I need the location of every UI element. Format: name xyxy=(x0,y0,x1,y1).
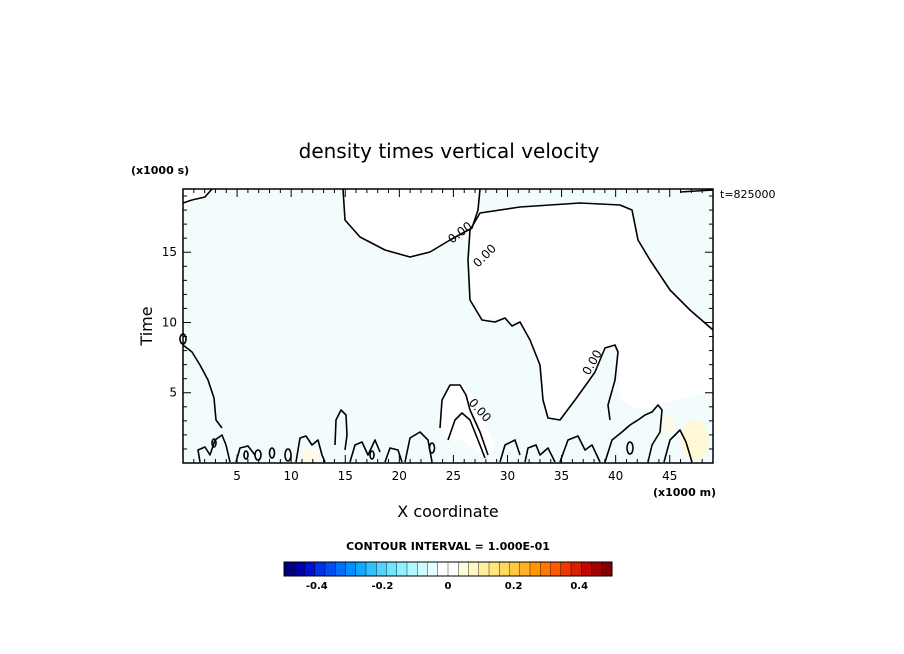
x-tick-label: 35 xyxy=(554,469,569,483)
x-tick-label: 10 xyxy=(284,469,299,483)
colorbar-swatch xyxy=(529,561,541,577)
x-tick-label: 5 xyxy=(233,469,241,483)
colorbar-swatch xyxy=(406,561,418,577)
colorbar-swatch xyxy=(601,561,613,577)
y-units-label: (x1000 s) xyxy=(131,164,189,177)
colorbar-swatch xyxy=(376,561,388,577)
colorbar-swatch xyxy=(550,561,562,577)
colorbar-swatch xyxy=(468,561,480,577)
x-tick-label: 45 xyxy=(662,469,677,483)
colorbar-swatch xyxy=(540,561,552,577)
colorbar-swatch xyxy=(427,561,439,577)
plot-frame xyxy=(182,188,714,464)
y-tick-label: 5 xyxy=(169,386,177,400)
colorbar-swatch xyxy=(283,561,295,577)
x-tick-label: 40 xyxy=(608,469,623,483)
colorbar-swatch xyxy=(509,561,521,577)
colorbar-tick-label: -0.4 xyxy=(306,581,328,592)
colorbar-tick-label: 0.4 xyxy=(570,581,588,592)
colorbar-swatch xyxy=(447,561,459,577)
colorbar-swatch xyxy=(335,561,347,577)
y-axis-label: Time xyxy=(137,306,156,346)
colorbar-swatch xyxy=(314,561,326,577)
y-tick-labels: 5 10 15 xyxy=(162,245,177,400)
colorbar-swatch xyxy=(324,561,336,577)
x-tick-labels: 5 10 15 20 25 30 35 40 45 xyxy=(233,469,677,483)
colorbar-swatch xyxy=(519,561,531,577)
colorbar-tick-label: 0.2 xyxy=(505,581,523,592)
x-units-label: (x1000 m) xyxy=(653,486,716,499)
x-tick-label: 15 xyxy=(338,469,353,483)
colorbar-frame xyxy=(283,561,613,577)
colorbar-tick-label: 0 xyxy=(445,581,452,592)
colorbar-swatch xyxy=(591,561,603,577)
colorbar-swatch xyxy=(458,561,470,577)
x-tick-label: 20 xyxy=(392,469,407,483)
colorbar-swatch xyxy=(386,561,398,577)
y-tick-label: 10 xyxy=(162,315,177,329)
colorbar-swatch xyxy=(355,561,367,577)
timestamp-label: t=825000 xyxy=(720,188,776,201)
colorbar-swatch xyxy=(417,561,429,577)
colorbar-swatch xyxy=(396,561,408,577)
contour-interval-label: CONTOUR INTERVAL = 1.000E-01 xyxy=(346,540,550,553)
x-tick-label: 30 xyxy=(500,469,515,483)
colorbar-tick-label: -0.2 xyxy=(371,581,393,592)
colorbar-swatch xyxy=(345,561,357,577)
x-axis-label: X coordinate xyxy=(397,502,498,521)
colorbar-swatch xyxy=(304,561,316,577)
colorbar-swatch xyxy=(499,561,511,577)
colorbar-swatch xyxy=(581,561,593,577)
positive-regions xyxy=(183,189,713,455)
colorbar-swatch xyxy=(365,561,377,577)
x-tick-label: 25 xyxy=(446,469,461,483)
y-tick-label: 15 xyxy=(162,245,177,259)
colorbar-swatch xyxy=(488,561,500,577)
colorbar-swatch xyxy=(560,561,572,577)
chart-title: density times vertical velocity xyxy=(299,139,600,163)
colorbar-swatch xyxy=(294,561,306,577)
colorbar xyxy=(283,561,613,577)
contour-lines xyxy=(179,188,714,463)
colorbar-swatch xyxy=(570,561,582,577)
colorbar-tick-labels: -0.4 -0.2 0 0.2 0.4 xyxy=(306,581,588,592)
colorbar-swatch xyxy=(437,561,449,577)
plot-area: 0.00 0.00 0.00 0.00 5 10 15 20 25 30 35 40 45 51… xyxy=(162,188,714,483)
colorbar-swatch xyxy=(478,561,490,577)
